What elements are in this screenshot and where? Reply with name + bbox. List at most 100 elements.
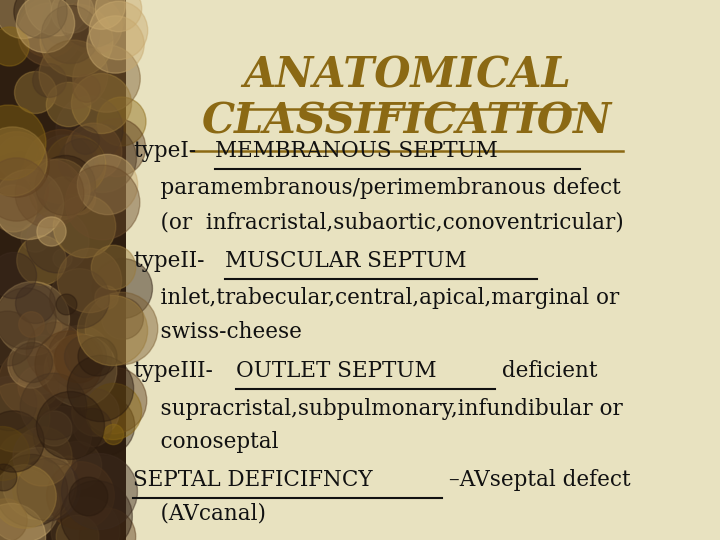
- Point: [40, 19, 51, 28]
- Point: [60, 17, 71, 25]
- Point: [34, 360, 45, 369]
- Point: [4, 399, 15, 407]
- Point: [109, 39, 121, 48]
- Point: [93, 487, 104, 495]
- Point: [88, 21, 99, 30]
- Point: [48, 402, 59, 410]
- Point: [7, 437, 19, 445]
- Point: [64, 30, 76, 39]
- Point: [6, 157, 17, 166]
- Point: [43, 30, 55, 38]
- Point: [3, 42, 14, 50]
- Point: [106, 326, 117, 334]
- Point: [96, 154, 107, 163]
- Point: [80, 352, 91, 360]
- Point: [78, 222, 89, 231]
- Point: [65, 328, 76, 336]
- Point: [100, 293, 112, 302]
- Text: conoseptal: conoseptal: [133, 430, 279, 453]
- Text: supracristal,subpulmonary,infundibular or: supracristal,subpulmonary,infundibular o…: [133, 397, 623, 420]
- Text: typeI-: typeI-: [133, 140, 197, 162]
- Point: [112, 26, 123, 35]
- Point: [91, 352, 103, 360]
- Point: [19, 314, 31, 322]
- Point: [107, 263, 118, 272]
- Point: [6, 533, 17, 540]
- Point: [115, 323, 127, 332]
- Point: [71, 36, 82, 44]
- Point: [109, 143, 121, 152]
- Point: [42, 485, 53, 494]
- Point: [53, 185, 64, 193]
- Point: [96, 198, 108, 206]
- Point: [27, 376, 38, 385]
- Point: [30, 233, 41, 241]
- Text: (or  infracristal,subaortic,conoventricular): (or infracristal,subaortic,conoventricul…: [133, 211, 624, 233]
- Point: [42, 22, 53, 31]
- Point: [95, 1, 107, 9]
- Point: [8, 204, 19, 212]
- Point: [76, 157, 87, 165]
- Point: [85, 9, 96, 17]
- Point: [0, 473, 9, 482]
- Point: [55, 162, 67, 171]
- Point: [27, 357, 38, 366]
- Point: [27, 314, 38, 323]
- Point: [90, 512, 102, 521]
- Point: [75, 490, 86, 499]
- Point: [71, 532, 83, 540]
- Point: [117, 284, 128, 292]
- Point: [63, 460, 74, 468]
- Point: [100, 73, 112, 82]
- Point: [64, 421, 76, 429]
- Point: [25, 360, 37, 369]
- Point: [67, 70, 78, 78]
- Point: [12, 153, 24, 161]
- Text: typeIII-: typeIII-: [133, 360, 213, 382]
- Point: [35, 255, 47, 264]
- Point: [0, 449, 8, 457]
- Point: [19, 492, 30, 501]
- Point: [25, 167, 37, 176]
- Text: –AVseptal defect: –AVseptal defect: [442, 469, 631, 491]
- Point: [83, 275, 94, 284]
- Text: SEPTAL DEFICIFNCY: SEPTAL DEFICIFNCY: [133, 469, 373, 491]
- Text: OUTLET SEPTUM: OUTLET SEPTUM: [236, 360, 437, 382]
- Point: [43, 188, 55, 197]
- FancyBboxPatch shape: [0, 0, 126, 540]
- Point: [17, 5, 29, 14]
- Point: [89, 407, 101, 416]
- Point: [84, 125, 95, 133]
- Point: [107, 396, 119, 404]
- Text: (AVcanal): (AVcanal): [133, 503, 266, 525]
- Point: [32, 382, 44, 390]
- Point: [39, 484, 50, 492]
- Point: [48, 322, 59, 331]
- Point: [51, 0, 63, 8]
- Point: [79, 526, 91, 535]
- Point: [58, 160, 70, 168]
- Point: [29, 88, 40, 97]
- Point: [34, 6, 45, 15]
- Text: ANATOMICAL
CLASSIFICATION: ANATOMICAL CLASSIFICATION: [202, 54, 612, 143]
- Point: [10, 185, 22, 194]
- Point: [62, 100, 73, 109]
- Point: [116, 314, 127, 322]
- Point: [58, 192, 70, 201]
- Text: typeII-: typeII-: [133, 249, 204, 272]
- Point: [95, 98, 107, 107]
- Point: [94, 383, 106, 392]
- Point: [9, 413, 21, 421]
- Point: [15, 451, 27, 460]
- Point: [74, 366, 86, 375]
- Point: [69, 160, 81, 169]
- Point: [10, 159, 22, 168]
- Point: [66, 6, 78, 15]
- Text: MUSCULAR SEPTUM: MUSCULAR SEPTUM: [225, 249, 467, 272]
- Text: MEMBRANOUS SEPTUM: MEMBRANOUS SEPTUM: [215, 140, 498, 162]
- Point: [43, 76, 55, 85]
- Point: [1, 333, 13, 342]
- Point: [107, 430, 119, 438]
- Point: [115, 117, 127, 126]
- Point: [101, 180, 112, 188]
